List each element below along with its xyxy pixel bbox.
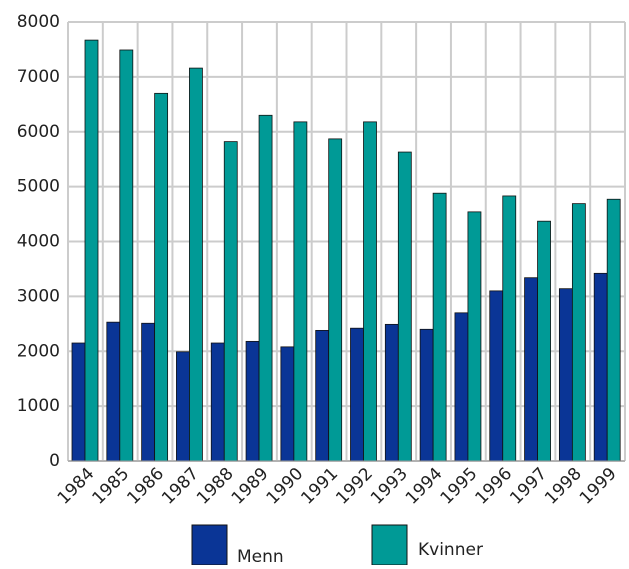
bar [176, 351, 190, 462]
bar [84, 39, 99, 462]
legend-swatch [191, 524, 228, 566]
bar [384, 323, 399, 462]
bar [502, 195, 517, 462]
bar [432, 192, 447, 462]
x-tick-label: 1995 [437, 464, 482, 509]
y-tick-label: 6000 [17, 122, 60, 142]
x-tick-label: 1988 [193, 464, 238, 509]
x-tick-label: 1987 [158, 464, 203, 509]
bar [593, 272, 608, 462]
x-tick-label: 1999 [576, 464, 621, 509]
bar [223, 141, 238, 462]
bar [419, 328, 434, 462]
x-tick-label: 1985 [89, 464, 134, 509]
bar [454, 312, 469, 462]
bar [210, 342, 225, 462]
bar [524, 277, 538, 462]
x-tick-label: 1984 [54, 464, 99, 509]
bar [280, 346, 295, 462]
bar [119, 49, 134, 462]
y-tick-label: 4000 [17, 232, 60, 252]
y-tick-label: 3000 [17, 286, 60, 306]
x-tick-label: 1992 [332, 464, 377, 509]
bar [245, 340, 260, 462]
x-tick-label: 1998 [541, 464, 586, 509]
x-tick-label: 1994 [402, 464, 447, 509]
bar [571, 203, 586, 462]
bar [315, 329, 330, 462]
bar [328, 138, 343, 462]
y-tick-label: 2000 [17, 341, 60, 361]
x-tick-label: 1990 [263, 464, 308, 509]
x-tick-label: 1991 [297, 464, 342, 509]
x-tick-label: 1996 [471, 464, 516, 509]
bar [189, 67, 203, 462]
y-tick-label: 1000 [17, 396, 60, 416]
x-tick-label: 1993 [367, 464, 412, 509]
y-tick-label: 5000 [17, 177, 60, 197]
bar [350, 327, 364, 462]
bar [467, 211, 482, 462]
bar [293, 121, 308, 462]
legend-swatch [371, 524, 408, 566]
x-tick-label: 1989 [228, 464, 273, 509]
y-tick-label: 7000 [17, 67, 60, 87]
legend-label: Kvinner [418, 540, 483, 560]
y-tick-label: 8000 [17, 12, 60, 32]
bar [258, 114, 273, 462]
bar [363, 121, 377, 462]
bar [154, 92, 169, 462]
bar [106, 321, 121, 462]
bar [606, 198, 621, 462]
x-tick-label: 1997 [506, 464, 551, 509]
bar [397, 151, 412, 462]
bar [558, 288, 573, 462]
bar [537, 220, 551, 462]
legend-label: Menn [237, 547, 284, 565]
bar [489, 290, 504, 462]
x-tick-label: 1986 [123, 464, 168, 509]
bar [71, 342, 86, 462]
bar [141, 322, 156, 462]
y-tick-label: 0 [49, 451, 60, 471]
